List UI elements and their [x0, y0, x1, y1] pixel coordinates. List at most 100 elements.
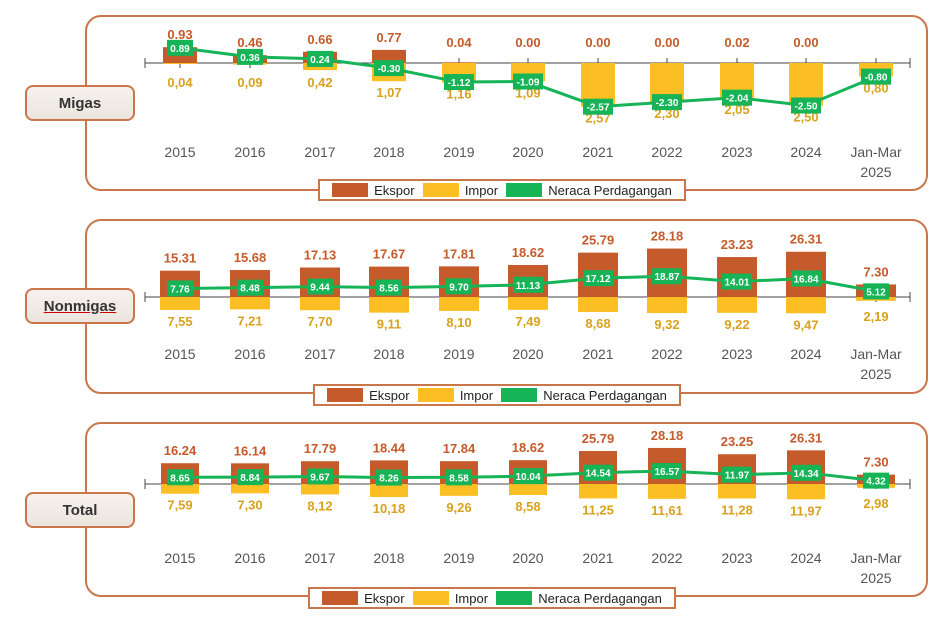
year-label: 2021 [582, 144, 613, 160]
neraca-marker [722, 89, 752, 106]
neraca-marker [513, 276, 543, 293]
year-label: 2018 [373, 144, 404, 160]
year-label: 2015 [164, 550, 195, 566]
panel-title: Migas [58, 94, 102, 112]
ekspor-value-label: 0.66 [307, 32, 332, 47]
impor-value-label: 11,25 [582, 502, 614, 517]
neraca-marker [652, 463, 682, 480]
impor-value-label: 1,07 [376, 85, 401, 100]
legend-ekspor-label: Ekspor [369, 387, 410, 403]
year-label: 2024 [790, 346, 821, 362]
year-label: 2018 [373, 550, 404, 566]
year-label: 2016 [234, 550, 265, 566]
impor-bar [231, 484, 269, 494]
neraca-marker [863, 283, 889, 300]
neraca-swatch [496, 591, 533, 605]
ekspor-value-label: 7.30 [863, 455, 888, 470]
legend-ekspor-label: Ekspor [374, 182, 415, 198]
impor-value-label: 9,26 [446, 500, 471, 515]
neraca-value-label: 11.13 [516, 281, 541, 292]
ekspor-value-label: 28.18 [651, 229, 684, 244]
neraca-marker [861, 68, 891, 85]
neraca-marker [722, 273, 752, 290]
neraca-value-label: 17.12 [585, 274, 610, 285]
impor-bar [579, 484, 617, 499]
ekspor-swatch [322, 591, 359, 605]
neraca-marker [863, 472, 889, 489]
neraca-swatch [506, 183, 543, 197]
impor-bar [301, 484, 339, 495]
ekspor-value-label: 0.00 [585, 35, 610, 50]
ekspor-value-label: 0.00 [515, 35, 540, 50]
year-label: 2015 [164, 346, 195, 362]
neraca-value-label: 16.57 [654, 467, 679, 478]
neraca-value-label: -2.04 [726, 94, 749, 105]
year-label: 2019 [443, 550, 474, 566]
impor-value-label: 7,55 [167, 314, 192, 329]
impor-value-label: 8,68 [585, 316, 610, 331]
neraca-value-label: 9.67 [310, 472, 330, 483]
migas-chart: 0.93 0,04 2015 0.46 0,09 2016 0.66 0,42 2017 0.77… [144, 27, 911, 180]
neraca-value-label: -0.80 [865, 73, 888, 84]
neraca-value-label: -1.09 [517, 78, 540, 89]
legend-neraca: Neraca Perdagangan [501, 388, 667, 403]
neraca-marker [237, 279, 263, 296]
impor-value-label: 9,32 [654, 317, 679, 332]
neraca-marker [722, 466, 752, 483]
impor-value-label: 9,22 [724, 317, 749, 332]
year-label: 2024 [790, 144, 821, 160]
neraca-value-label: 8.58 [449, 473, 469, 484]
ekspor-value-label: 28.18 [651, 428, 684, 443]
year-label: 2023 [721, 144, 752, 160]
legend-neraca: Neraca Perdagangan [506, 183, 672, 198]
ekspor-value-label: 0.02 [724, 35, 749, 50]
legend-ekspor: Ekspor [327, 387, 410, 403]
legend-neraca-label: Neraca Perdagangan [548, 182, 672, 198]
neraca-marker [237, 48, 263, 65]
neraca-value-label: -2.57 [587, 103, 610, 114]
panel-title: Nonmigas [43, 297, 117, 315]
year-label: 2019 [443, 346, 474, 362]
year-label: 2025 [860, 570, 891, 586]
neraca-marker [446, 469, 472, 486]
ekspor-value-label: 7.30 [863, 264, 888, 279]
year-label: 2020 [512, 346, 543, 362]
panel-label-nonmigas: Nonmigas [25, 288, 135, 324]
impor-value-label: 11,61 [651, 503, 683, 518]
ekspor-swatch [327, 388, 364, 402]
impor-bar [440, 484, 478, 496]
impor-bar [786, 297, 826, 314]
legend-impor: Impor [412, 591, 488, 606]
neraca-value-label: 0.24 [310, 55, 330, 66]
year-label: 2021 [582, 346, 613, 362]
year-label: 2017 [304, 550, 335, 566]
year-label: 2020 [512, 144, 543, 160]
ekspor-value-label: 18.44 [373, 440, 406, 455]
legend-neraca-label: Neraca Perdagangan [538, 590, 662, 606]
neraca-value-label: -2.30 [656, 98, 679, 109]
impor-value-label: 2,98 [863, 496, 888, 511]
impor-bar [160, 297, 200, 310]
year-label: 2023 [721, 550, 752, 566]
impor-value-label: 11,97 [790, 503, 822, 518]
nonmigas-chart: 15.31 7,55 2015 15.68 7,21 2016 17.13 7,70 2017 1… [144, 229, 911, 382]
impor-value-label: 7,30 [237, 497, 262, 512]
ekspor-value-label: 25.79 [582, 431, 615, 446]
impor-bar [370, 484, 408, 498]
ekspor-value-label: 17.79 [304, 441, 337, 456]
panel-label-migas: Migas [25, 85, 135, 121]
neraca-value-label: 5.12 [866, 287, 886, 298]
neraca-marker [167, 39, 193, 56]
legend-ekspor-label: Ekspor [364, 590, 405, 606]
neraca-marker [376, 469, 402, 486]
legend-nonmigas: Ekspor Impor Neraca Perdagangan [313, 384, 681, 406]
impor-bar [787, 484, 825, 500]
neraca-value-label: 8.56 [379, 284, 399, 295]
impor-bar [648, 484, 686, 499]
ekspor-value-label: 17.84 [443, 441, 476, 456]
neraca-value-label: 0.36 [240, 53, 260, 64]
year-label: 2019 [443, 144, 474, 160]
ekspor-value-label: 0.93 [167, 27, 192, 42]
neraca-marker [583, 270, 613, 287]
